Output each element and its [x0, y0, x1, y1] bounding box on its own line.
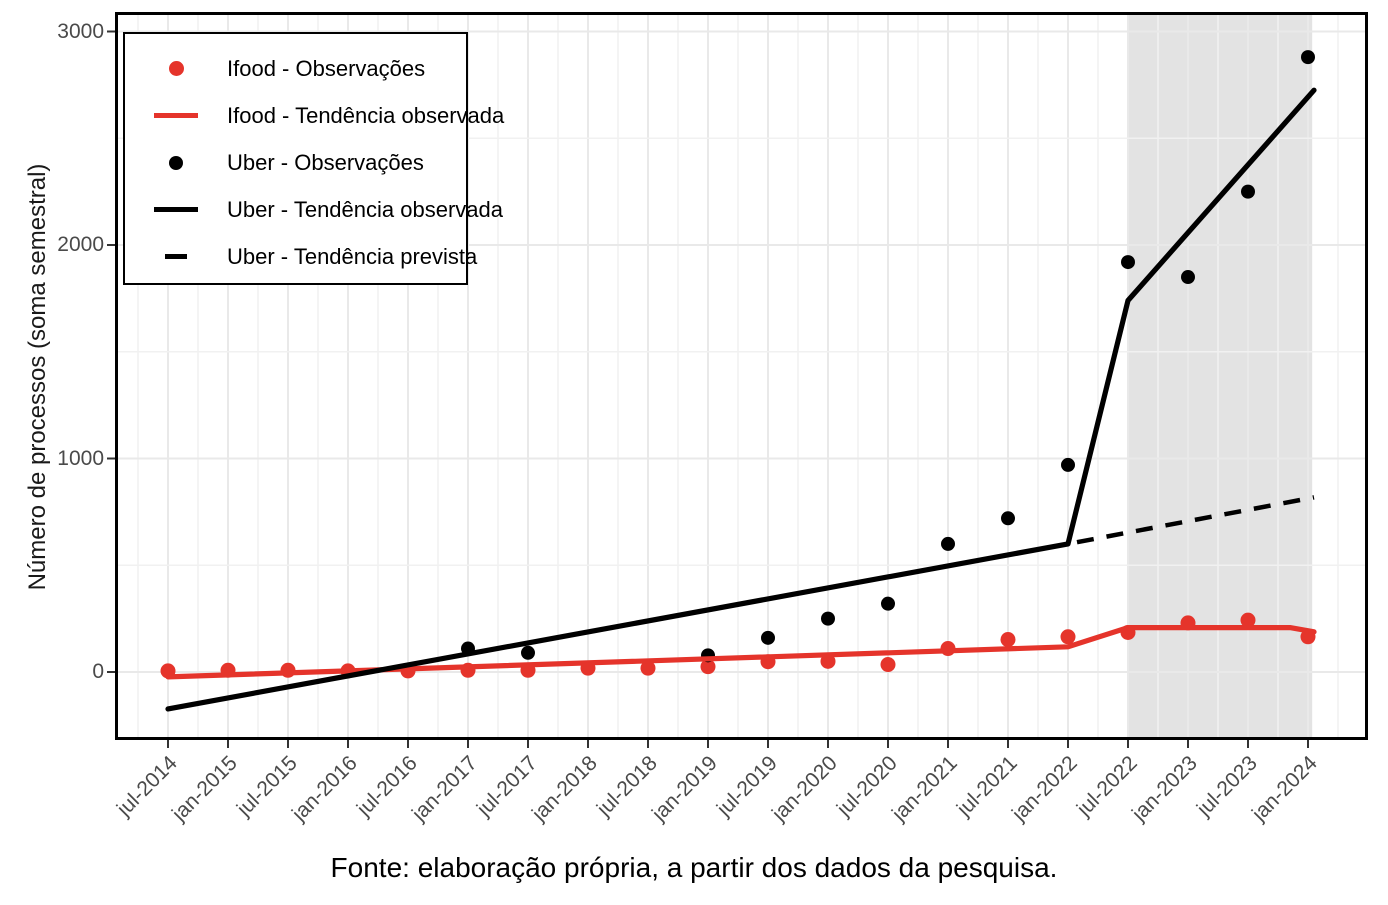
- legend-dash-icon: [125, 254, 227, 259]
- line-symbol: [154, 113, 198, 118]
- y-tick-label: 1000: [57, 446, 104, 470]
- source-caption: Fonte: elaboração própria, a partir dos …: [330, 852, 1058, 883]
- legend-line-icon: [125, 113, 227, 118]
- dash-symbol: [165, 254, 187, 259]
- legend-item-uber-tendencia-observada: Uber - Tendência observada: [125, 186, 503, 233]
- legend-item-uber-observacoes: Uber - Observações: [125, 139, 466, 186]
- legend-label: Ifood - Tendência observada: [227, 102, 505, 128]
- y-tick-label: 3000: [57, 19, 104, 43]
- legend-dot-icon: [125, 155, 227, 170]
- legend-label: Uber - Observações: [227, 149, 424, 175]
- legend-item-ifood-tendencia-observada: Ifood - Tendência observada: [125, 92, 504, 139]
- legend-line-icon: [125, 207, 227, 212]
- dot-symbol: [168, 61, 184, 76]
- legend-label: Uber - Tendência prevista: [227, 243, 478, 269]
- y-axis-title: Número de processos (soma semestral): [24, 163, 51, 591]
- legend-rows: Ifood - Observações Ifood - Tendência obs…: [125, 45, 504, 280]
- legend-item-ifood-observacoes: Ifood - Observações: [125, 45, 466, 92]
- y-tick-label: 0: [92, 660, 104, 683]
- dot-symbol: [169, 155, 183, 170]
- legend: Ifood - Observações Ifood - Tendência obs…: [123, 32, 504, 285]
- legend-dot-icon: [125, 61, 227, 76]
- legend-label: Uber - Tendência observada: [227, 196, 503, 222]
- legend-label: Ifood - Observações: [227, 55, 426, 81]
- line-symbol: [154, 207, 198, 212]
- legend-item-uber-tendencia-prevista: Uber - Tendência prevista: [125, 233, 477, 280]
- y-tick-label: 2000: [57, 233, 104, 256]
